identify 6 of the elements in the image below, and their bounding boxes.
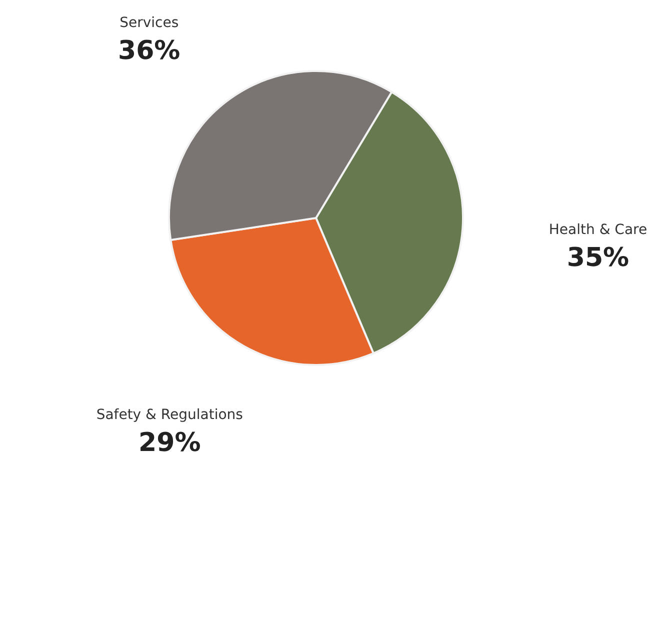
slice-label: Services — [120, 14, 179, 31]
slice-label: Safety & Regulations — [96, 406, 243, 423]
data-label: 36% — [118, 36, 180, 66]
slice-label: Health & Care — [548, 222, 648, 238]
data-label: 29% — [138, 428, 201, 458]
data-label: 35% — [566, 243, 630, 274]
